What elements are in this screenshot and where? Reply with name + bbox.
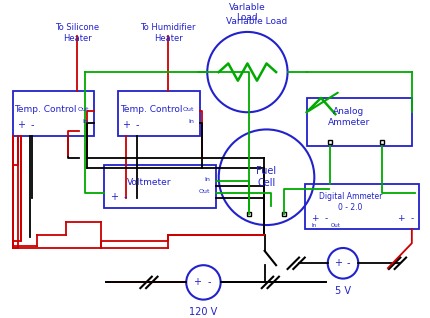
Text: Fuel
Cell: Fuel Cell <box>256 166 276 188</box>
Text: -: - <box>123 192 126 202</box>
Text: Varlable Load: Varlable Load <box>226 17 287 26</box>
Text: +: + <box>333 258 341 268</box>
Text: Out: Out <box>330 223 340 228</box>
Bar <box>13 91 94 136</box>
Text: Digital Ammeter
0 - 2.0: Digital Ammeter 0 - 2.0 <box>318 192 381 211</box>
Text: +: + <box>17 121 25 130</box>
Text: To Humidifier
Heater: To Humidifier Heater <box>140 23 195 43</box>
Text: 5 V: 5 V <box>334 286 350 296</box>
Bar <box>306 98 411 146</box>
Bar <box>118 91 199 136</box>
Text: -: - <box>409 214 412 223</box>
Text: +: + <box>310 214 317 223</box>
Text: -: - <box>346 258 349 268</box>
Text: -: - <box>207 277 211 287</box>
Text: In: In <box>311 223 316 228</box>
Text: In: In <box>83 119 89 124</box>
Text: Temp. Control: Temp. Control <box>15 105 77 114</box>
Text: +: + <box>109 192 117 202</box>
Text: +: + <box>193 277 201 287</box>
Bar <box>304 184 418 229</box>
Text: In: In <box>187 119 194 124</box>
Text: Varlable
Load: Varlable Load <box>228 3 265 22</box>
Text: Voltmeter: Voltmeter <box>126 177 171 187</box>
Text: Out: Out <box>77 107 89 113</box>
Text: 120 V: 120 V <box>189 307 217 317</box>
Text: Out: Out <box>198 189 210 194</box>
Text: +: + <box>396 214 403 223</box>
Text: -: - <box>135 121 139 130</box>
Bar <box>104 165 215 208</box>
Text: To Silicone
Heater: To Silicone Heater <box>55 23 99 43</box>
Text: -: - <box>323 214 327 223</box>
Text: -: - <box>31 121 34 130</box>
Text: In: In <box>204 177 210 182</box>
Text: Out: Out <box>182 107 194 113</box>
Text: Analog
Ammeter: Analog Ammeter <box>327 107 369 127</box>
Text: Temp. Control: Temp. Control <box>120 105 182 114</box>
Text: +: + <box>122 121 130 130</box>
